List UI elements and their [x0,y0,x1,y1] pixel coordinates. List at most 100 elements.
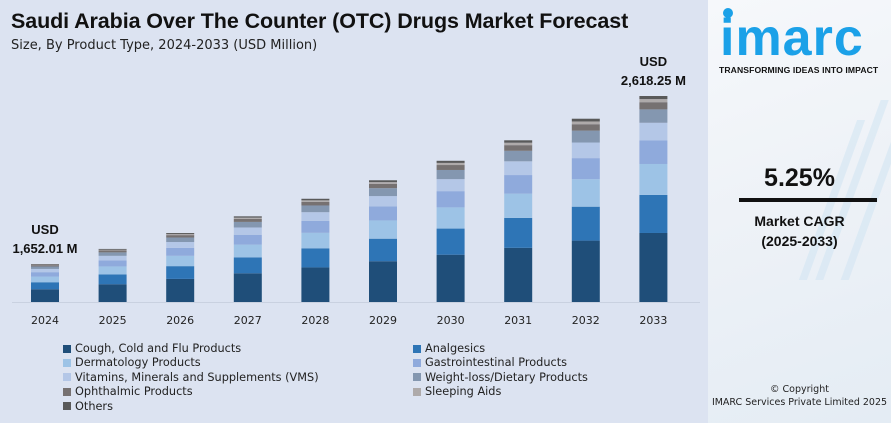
bar-segment-2032-7 [571,121,600,125]
bar-segment-2025-3 [98,260,127,267]
legend-item: Vitamins, Minerals and Supplements (VMS) [63,371,319,384]
bar-2026 [166,233,195,302]
bar-segment-2025-4 [98,255,127,261]
x-tick-label: 2024 [31,314,59,327]
bar-segment-2033-2 [639,163,668,195]
cagr-label-line2: (2025-2033) [761,233,838,249]
bar-segment-2026-4 [166,242,195,248]
bar-segment-2031-0 [504,247,533,302]
bar-segment-2027-3 [233,234,262,245]
x-tick-label: 2026 [166,314,194,327]
legend-item: Ophthalmic Products [63,385,193,398]
bar-segment-2027-4 [233,227,262,235]
value-annotation-label: USD [31,222,58,237]
bar-segment-2026-7 [166,234,195,236]
bar-segment-2033-8 [639,96,668,100]
bar-segment-2029-6 [369,183,397,189]
legend-swatch [413,358,421,367]
bar-segment-2024-5 [31,266,59,269]
bar-segment-2025-7 [98,249,127,251]
bar-segment-2029-7 [369,182,397,184]
bar-segment-2030-1 [436,228,465,255]
bar-segment-2025-8 [98,248,127,250]
legend-item: Sleeping Aids [413,385,501,398]
bar-segment-2028-8 [301,198,330,201]
legend-item: Gastrointestinal Products [413,356,567,369]
x-tick-label: 2027 [234,314,262,327]
bar-segment-2028-4 [301,212,330,221]
legend-label: Ophthalmic Products [75,385,193,399]
chart-title: Saudi Arabia Over The Counter (OTC) Drug… [11,9,629,33]
bar-segment-2031-2 [504,193,533,218]
bar-segment-2026-6 [166,235,195,238]
legend-label: Dermatology Products [75,356,201,370]
bar-2032 [571,118,600,302]
bar-segment-2027-1 [233,257,262,274]
bar-segment-2029-4 [369,196,397,207]
legend-swatch [413,373,421,382]
bar-segment-2028-2 [301,232,330,249]
cagr-value: 5.25% [764,164,835,192]
bar-segment-2026-0 [166,278,195,302]
bar-segment-2026-5 [166,237,195,243]
legend-swatch [63,358,71,367]
bar-segment-2031-1 [504,217,533,248]
cagr-divider [739,198,877,202]
bar-segment-2024-7 [31,264,59,266]
info-panel: imarc TRANSFORMING IDEAS INTO IMPACT 5.2… [708,0,891,423]
bar-segment-2028-3 [301,220,330,233]
bar-segment-2028-6 [301,201,330,206]
bar-segment-2033-0 [639,232,668,302]
stacked-bar-chart: 2024 2025 2026 2027 2028 2029 2030 2031 2032 2033… [12,54,700,327]
bar-segment-2032-8 [571,118,600,122]
legend-swatch [63,402,71,411]
bar-segment-2033-4 [639,122,668,141]
bar-2027 [233,216,262,302]
legend-label: Vitamins, Minerals and Supplements (VMS) [75,370,319,384]
legend-swatch [413,344,421,353]
bar-segment-2025-0 [98,284,127,302]
legend-item: Dermatology Products [63,356,201,369]
bar-segment-2027-7 [233,217,262,219]
bar-segment-2024-0 [31,289,59,302]
bar-segment-2026-2 [166,255,195,267]
copyright-line1: © Copyright [770,384,829,395]
bar-segment-2029-3 [369,206,397,221]
bar-segment-2032-1 [571,206,600,241]
bar-segment-2024-8 [31,264,59,265]
bar-segment-2025-6 [98,250,127,253]
bar-segment-2031-4 [504,161,533,176]
bar-segment-2029-1 [369,238,397,262]
bar-segment-2026-1 [166,266,195,279]
legend-item: Analgesics [413,342,485,355]
bar-segment-2032-6 [571,124,600,131]
bar-segment-2031-6 [504,145,533,151]
legend-item: Others [63,400,113,413]
cagr-label: Market CAGR (2025-2033) [708,211,891,251]
x-tick-label: 2031 [504,314,532,327]
bar-segment-2024-4 [31,268,59,273]
bar-segment-2024-3 [31,272,59,277]
value-annotation: 1,652.01 M [12,241,77,256]
x-tick-label: 2033 [639,314,667,327]
bar-2025 [98,248,127,302]
bar-segment-2029-5 [369,188,397,197]
bar-2033 [639,96,668,302]
imarc-logo: imarc [720,9,864,67]
legend-swatch [413,387,421,396]
legend-label: Others [75,399,113,413]
bar-segment-2025-5 [98,252,127,256]
bar-segment-2028-1 [301,248,330,268]
legend-label: Cough, Cold and Flu Products [75,342,242,355]
bar-segment-2027-5 [233,221,262,228]
legend-swatch [63,344,71,353]
bar-2029 [369,180,397,302]
bar-segment-2029-8 [369,180,397,183]
logo-dot [723,8,733,18]
bar-segment-2031-5 [504,150,533,162]
bar-segment-2024-6 [31,265,59,267]
bar-segment-2032-2 [571,179,600,207]
bar-segment-2030-4 [436,179,465,192]
bar-segment-2027-0 [233,273,262,302]
legend-label: Analgesics [425,342,486,355]
